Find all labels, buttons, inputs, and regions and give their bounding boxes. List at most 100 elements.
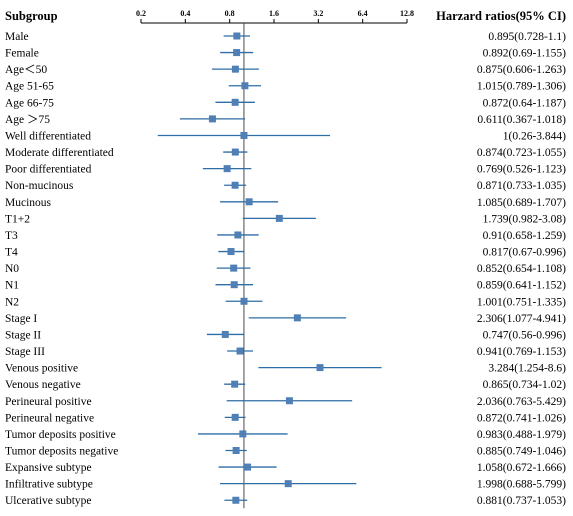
hr-column-header: Harzard ratios(95% CI): [436, 9, 566, 23]
hr-value: 1.998(0.688-5.799): [477, 479, 566, 491]
hr-value: 0.871(0.733-1.035): [477, 180, 566, 192]
forest-row: Ulcerative subtype 0.881(0.737-1.053): [5, 495, 566, 507]
hr-marker: [230, 264, 238, 272]
hr-value: 0.747(0.56-0.996): [483, 329, 567, 341]
forest-row: Stage I 2.306(1.077-4.941): [5, 313, 566, 325]
forest-row: T1+2 1.739(0.982-3.08): [5, 213, 566, 225]
forest-row: Perineural negative 0.872(0.741-1.026): [5, 412, 566, 424]
row-label: Age ＞75: [5, 114, 50, 126]
hr-value: 0.611(0.367-1.018): [477, 114, 566, 126]
forest-row: N0 0.852(0.654-1.108): [5, 263, 566, 275]
row-label: Expansive subtype: [5, 462, 92, 474]
row-label: T4: [5, 247, 18, 259]
hr-value: 0.872(0.741-1.026): [477, 412, 566, 424]
forest-row: T3 0.91(0.658-1.259): [5, 230, 566, 242]
hr-marker: [231, 413, 239, 421]
x-tick-label: 0.4: [180, 9, 190, 18]
row-label: Perineural positive: [5, 396, 92, 408]
hr-value: 0.859(0.641-1.152): [477, 280, 566, 292]
hr-value: 1(0.26-3.844): [503, 130, 566, 142]
hr-marker: [231, 148, 239, 156]
x-axis: 0.2 0.4 0.8 1.6 3.2 6.4 12.8: [136, 9, 414, 24]
forest-row: Well differentiated 1(0.26-3.844): [5, 130, 566, 142]
hr-value: 2.036(0.763-5.429): [477, 396, 566, 408]
forest-row: N2 1.001(0.751-1.335): [5, 296, 566, 308]
x-tick-label: 12.8: [400, 9, 414, 18]
hr-value: 0.875(0.606-1.263): [477, 64, 566, 76]
hr-value: 0.892(0.69-1.155): [483, 48, 567, 60]
row-label: Stage II: [5, 329, 41, 341]
forest-row: Infiltrative subtype 1.998(0.688-5.799): [5, 479, 566, 491]
row-label: Infiltrative subtype: [5, 479, 93, 491]
row-label: Poor differentiated: [5, 164, 92, 176]
hr-value: 0.895(0.728-1.1): [488, 31, 566, 43]
x-tick-label: 0.2: [136, 9, 146, 18]
hr-marker: [231, 380, 239, 388]
hr-marker: [244, 463, 252, 471]
row-label: Male: [5, 31, 29, 43]
hr-marker: [227, 248, 235, 256]
hr-value: 1.058(0.672-1.666): [477, 462, 566, 474]
hr-marker: [231, 181, 239, 189]
forest-row: Stage III 0.941(0.769-1.153): [5, 346, 566, 358]
forest-row: Age ＞75 0.611(0.367-1.018): [5, 114, 566, 126]
row-label: T3: [5, 230, 18, 242]
forest-row: Male 0.895(0.728-1.1): [5, 31, 566, 43]
x-tick-label: 6.4: [358, 9, 368, 18]
forest-row: Age＜50 0.875(0.606-1.263): [5, 64, 566, 76]
hr-value: 0.941(0.769-1.153): [477, 346, 566, 358]
forest-row: Expansive subtype 1.058(0.672-1.666): [5, 462, 566, 474]
row-label: N1: [5, 280, 19, 292]
forest-row: Poor differentiated 0.769(0.526-1.123): [5, 164, 566, 176]
forest-row: Mucinous 1.085(0.689-1.707): [5, 197, 566, 209]
hr-marker: [221, 330, 229, 338]
row-label: N0: [5, 263, 19, 275]
hr-marker: [236, 347, 244, 355]
hr-value: 0.872(0.64-1.187): [483, 97, 567, 109]
hr-value: 1.015(0.789-1.306): [477, 81, 566, 93]
row-label: Age＜50: [5, 64, 47, 76]
row-label: Moderate differentiated: [5, 147, 114, 159]
hr-value: 0.769(0.526-1.123): [477, 164, 566, 176]
row-label: Female: [5, 48, 39, 60]
forest-row: Tumor deposits positive 0.983(0.488-1.979…: [5, 429, 566, 441]
hr-marker: [232, 447, 240, 454]
forest-row: Perineural positive 2.036(0.763-5.429): [5, 396, 566, 408]
hr-value: 3.284(1.254-8.6): [488, 363, 566, 375]
hr-marker: [230, 281, 238, 289]
hr-value: 0.852(0.654-1.108): [477, 263, 566, 275]
hr-value: 0.874(0.723-1.055): [477, 147, 566, 159]
hr-marker: [245, 198, 253, 206]
hr-value: 2.306(1.077-4.941): [477, 313, 566, 325]
hr-value: 0.91(0.658-1.259): [483, 230, 567, 242]
hr-marker: [233, 32, 241, 40]
forest-row: Age 51-65 1.015(0.789-1.306): [5, 81, 566, 93]
hr-marker: [293, 314, 301, 322]
row-label: Age 51-65: [5, 81, 54, 93]
forest-row: Female 0.892(0.69-1.155): [5, 48, 566, 60]
row-label: Tumor deposits positive: [5, 429, 116, 441]
hr-marker: [240, 297, 248, 305]
hr-value: 0.865(0.734-1.02): [483, 379, 567, 391]
hr-marker: [234, 231, 242, 239]
hr-marker: [240, 131, 248, 139]
x-tick-label: 1.6: [269, 9, 279, 18]
row-label: Perineural negative: [5, 412, 94, 424]
hr-marker: [316, 364, 324, 372]
hr-value: 0.885(0.749-1.046): [477, 446, 566, 458]
row-label: Venous positive: [5, 363, 78, 375]
forest-row: Age 66-75 0.872(0.64-1.187): [5, 97, 566, 109]
row-label: Mucinous: [5, 197, 52, 209]
row-label: Well differentiated: [5, 130, 91, 142]
hr-marker: [233, 49, 241, 57]
subgroup-header: Subgroup: [5, 9, 58, 23]
hr-value: 0.983(0.488-1.979): [477, 429, 566, 441]
hr-value: 0.881(0.737-1.053): [477, 495, 566, 507]
row-label: T1+2: [5, 213, 30, 225]
forest-row: N1 0.859(0.641-1.152): [5, 280, 566, 292]
row-label: Tumor deposits negative: [5, 446, 118, 458]
hr-marker: [208, 115, 216, 123]
hr-value: 0.817(0.67-0.996): [483, 247, 567, 259]
hr-marker: [239, 430, 247, 438]
hr-marker: [231, 65, 239, 73]
